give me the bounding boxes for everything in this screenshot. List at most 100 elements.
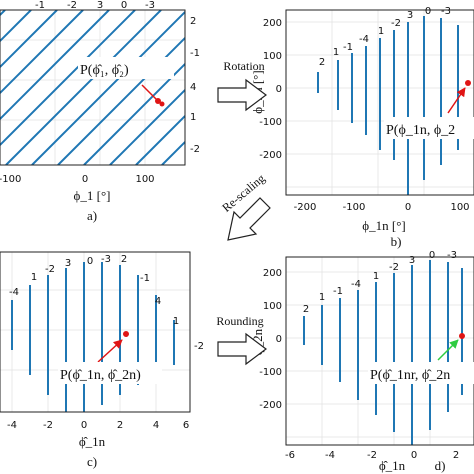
panel-c-line-num: -1 — [140, 273, 150, 284]
panel-d-xtick: -6 — [285, 450, 295, 461]
panel-b-ytick: 200 — [263, 18, 282, 29]
panel-b-line-num: -1 — [343, 42, 353, 53]
panel-d-caption: d) — [435, 458, 446, 473]
panel-b-ytick: -100 — [259, 117, 282, 128]
panel-d-xtick: 0 — [411, 450, 417, 461]
panel-a-right-num: 2 — [190, 16, 196, 27]
panel-b-caption: b) — [391, 234, 402, 249]
panel-b-line-num: -3 — [441, 6, 451, 17]
panel-c-lines — [11, 262, 175, 412]
panel-a-top-num: 3 — [97, 0, 103, 11]
panel-b-line-num: 1 — [333, 47, 339, 58]
panel-d-line-num: -3 — [447, 250, 457, 261]
panel-c-line-num: 3 — [65, 258, 71, 269]
panel-a-xlabel: ϕ_1 [°] — [74, 188, 111, 203]
panel-d-line-num: 3 — [409, 255, 415, 266]
panel-a-top-num: -3 — [145, 0, 155, 11]
panel-d-ytick: 200 — [263, 268, 282, 279]
panel-d: 2 1 -1 -4 1 -2 3 0 -3 P(ϕ̂_1nr, ϕ̂_2n 20… — [250, 250, 474, 473]
panel-c-xtick: 6 — [183, 420, 189, 431]
panel-d-grid — [286, 257, 474, 445]
panel-a-caption: a) — [87, 208, 97, 223]
panel-b-line-num: 3 — [407, 10, 413, 21]
panel-c-line-num: -4 — [9, 287, 19, 298]
panel-b-ytick: 100 — [263, 51, 282, 62]
panel-c-point-label: P(ϕ̂_1n, ϕ̂_2n) — [60, 368, 141, 383]
panel-d-xtick: -4 — [325, 450, 335, 461]
panel-d-line-num: 0 — [429, 250, 435, 261]
panel-c-xtick: 0 — [81, 420, 87, 431]
panel-b-xtick: -200 — [294, 202, 317, 213]
panel-c-xtick: -4 — [7, 420, 17, 431]
panel-a-point-orig — [159, 101, 165, 107]
panel-a-right-num: -2 — [190, 144, 200, 155]
op-rotation-label: Rotation — [223, 59, 264, 73]
panel-b-point-label: P(ϕ_1n, ϕ_2 — [386, 123, 455, 138]
op-rotation-arrow — [217, 78, 267, 112]
panel-a-right-num: 1 — [190, 112, 196, 123]
panel-a-top-num: 0 — [121, 0, 127, 11]
panel-b-line-num: 0 — [425, 6, 431, 17]
op-rounding-arrow — [217, 332, 267, 366]
panel-d-xtick: 2 — [453, 450, 459, 461]
panel-d-line-num: 1 — [373, 271, 379, 282]
panel-d-xtick: -2 — [367, 450, 377, 461]
op-rounding: Rounding — [216, 314, 267, 366]
panel-a-top-num: -1 — [35, 0, 45, 11]
panel-b-point — [465, 80, 471, 86]
panel-c-grid — [0, 252, 190, 412]
panel-b: 2 1 -1 -4 1 -2 3 0 -3 P(ϕ_1n, ϕ_2 200 10… — [250, 6, 474, 249]
panel-c-xtick: 2 — [117, 420, 123, 431]
panel-c-line-num: -2 — [45, 264, 55, 275]
panel-c-xtick: 4 — [153, 420, 159, 431]
panel-b-ytick: 0 — [276, 84, 282, 95]
panel-b-xtick: 100 — [450, 202, 469, 213]
panel-c-xlabel: ϕ̂_1n — [79, 434, 106, 449]
panel-d-xlabel: ϕ̂_1n — [379, 458, 406, 473]
panel-b-line-num: 2 — [319, 57, 325, 68]
panel-b-lines — [317, 16, 459, 195]
panel-c-line-num: 1 — [31, 272, 37, 283]
panel-b-line-num: -2 — [391, 18, 401, 29]
panel-a-right-num: 4 — [190, 82, 196, 93]
panel-d-point — [459, 333, 465, 339]
op-rotation: Rotation — [217, 59, 267, 112]
panel-d-ytick: 0 — [276, 334, 282, 345]
panel-a-top-num: -2 — [67, 0, 77, 11]
panel-c-line-num: 4 — [155, 296, 161, 307]
panel-a-right-num: -1 — [190, 48, 200, 59]
panel-d-line-num: 2 — [303, 304, 309, 315]
panel-d-point-label: P(ϕ̂_1nr, ϕ̂_2n — [370, 368, 450, 383]
panel-d-ytick: -100 — [259, 367, 282, 378]
panel-c-line-num: 2 — [121, 254, 127, 265]
panel-c-arrow — [97, 339, 123, 363]
op-rescaling-arrow — [227, 197, 271, 241]
panel-d-line-num: -1 — [333, 286, 343, 297]
op-rounding-label: Rounding — [216, 314, 263, 328]
panel-c: -4 1 -2 3 0 -3 2 -1 4 1 -2 P(ϕ̂_1n, ϕ̂_2… — [0, 251, 204, 469]
panel-d-line-num: -2 — [389, 262, 399, 273]
panel-d-line-num: -4 — [351, 279, 361, 290]
panel-d-line-num: 1 — [319, 292, 325, 303]
panel-d-arrow — [437, 339, 459, 361]
panel-b-line-num: 1 — [378, 26, 384, 37]
panel-b-xtick: 0 — [405, 202, 411, 213]
panel-b-xlabel: ϕ_1n [°] — [362, 218, 405, 233]
panel-b-line-num: -4 — [359, 34, 369, 45]
panel-a-xtick: -100 — [0, 174, 21, 185]
panel-a: -1 -2 3 0 -3 2 -1 4 1 -2 P(ϕ̂₁, ϕ̂₂) -10… — [0, 0, 200, 223]
panel-a-grid — [0, 10, 185, 165]
panel-b-ytick: -200 — [259, 150, 282, 161]
panel-c-line-num: -2 — [194, 341, 204, 352]
panel-a-point — [155, 98, 161, 104]
panel-a-xtick: 100 — [135, 174, 154, 185]
panel-a-arrow — [141, 84, 159, 102]
panel-d-lines — [303, 260, 463, 445]
panel-d-ytick: 100 — [263, 301, 282, 312]
panel-c-line-num: 1 — [173, 316, 179, 327]
panel-b-arrow — [447, 87, 466, 114]
op-rescaling: Re-scaling — [219, 171, 271, 241]
panel-c-caption: c) — [87, 454, 97, 469]
panel-c-line-num: 0 — [87, 256, 93, 267]
